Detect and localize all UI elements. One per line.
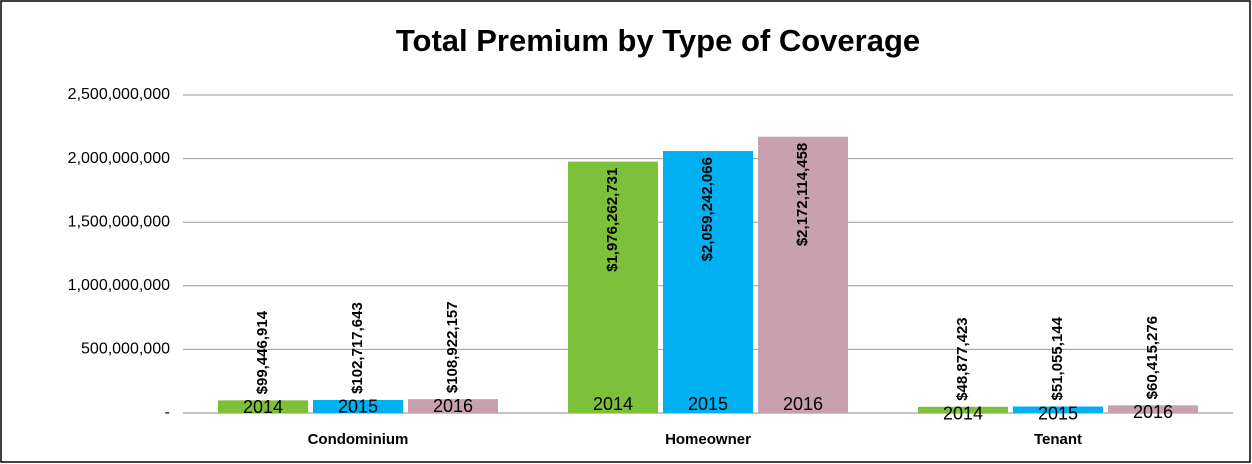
value-label: $108,922,157 — [444, 301, 461, 393]
y-tick-label: - — [165, 404, 170, 421]
series-label: 2016 — [1133, 402, 1173, 422]
value-label: $102,717,643 — [349, 302, 366, 394]
bar — [1013, 406, 1103, 413]
bar — [918, 406, 1008, 413]
bar — [1108, 405, 1198, 413]
bar — [758, 136, 848, 414]
bar — [313, 399, 403, 413]
value-label: $1,976,262,731 — [604, 168, 621, 272]
value-label: $99,446,914 — [254, 310, 271, 394]
x-tick-label: Homeowner — [665, 431, 751, 448]
value-label: $51,055,144 — [1049, 316, 1066, 400]
bar — [218, 400, 308, 413]
bar — [568, 161, 658, 413]
value-label: $2,172,114,458 — [794, 143, 811, 246]
y-tick-label: 2,000,000,000 — [68, 150, 170, 167]
y-tick-label: 1,500,000,000 — [68, 213, 170, 230]
series-label: 2014 — [243, 397, 283, 417]
y-tick-label: 2,500,000,000 — [68, 86, 170, 103]
chart-title: Total Premium by Type of Coverage — [396, 23, 920, 58]
series-label: 2015 — [688, 394, 728, 414]
series-label: 2014 — [943, 404, 983, 424]
series-label: 2015 — [338, 397, 378, 417]
value-label: $60,415,276 — [1144, 316, 1161, 399]
bar — [663, 151, 753, 414]
series-label: 2014 — [593, 394, 633, 414]
bar — [408, 399, 498, 413]
series-label: 2016 — [783, 394, 823, 414]
series-label: 2016 — [433, 396, 473, 416]
value-label: $2,059,242,066 — [699, 157, 716, 261]
x-tick-label: Condominium — [308, 431, 409, 448]
x-tick-label: Tenant — [1034, 431, 1082, 448]
value-label: $48,877,423 — [954, 317, 971, 400]
y-tick-label: 1,000,000,000 — [68, 277, 170, 294]
series-label: 2015 — [1038, 403, 1078, 423]
y-tick-label: 500,000,000 — [81, 341, 170, 358]
